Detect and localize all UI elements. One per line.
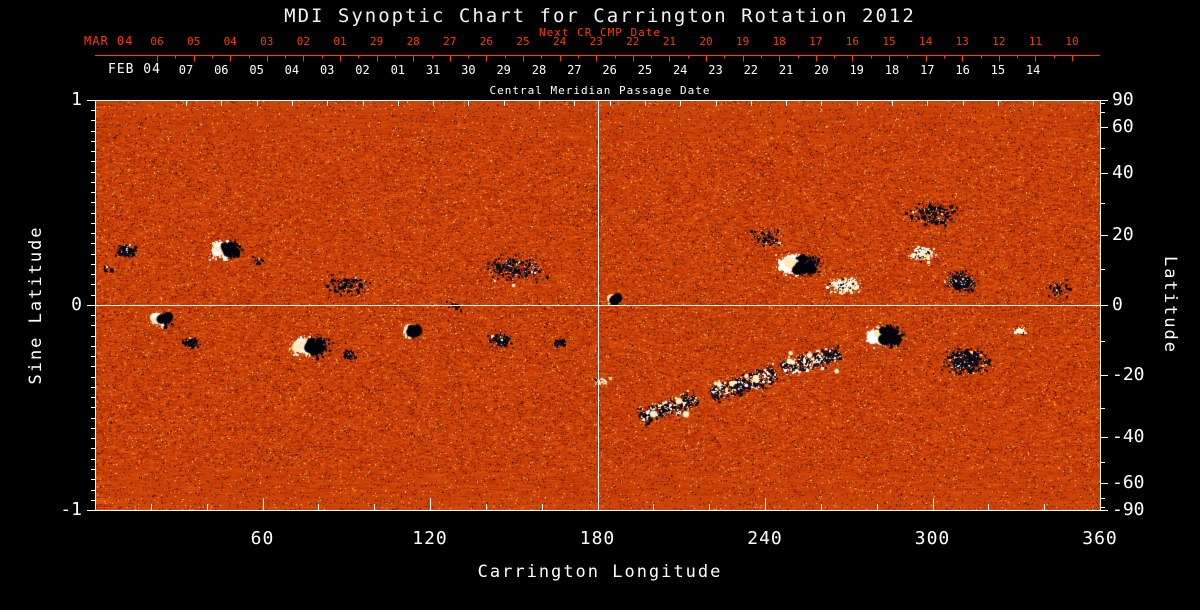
red-day-label: 13 [955, 35, 969, 48]
white-day-label: 18 [884, 63, 900, 77]
x-axis-title: Carrington Longitude [477, 562, 723, 582]
white-axis-month-header: FEB 04 [108, 62, 161, 77]
y-right-axis-title: Latitude [1160, 256, 1180, 354]
red-day-label: 06 [150, 35, 164, 48]
red-day-label: 11 [1028, 35, 1043, 48]
right-tick-label: -20 [1112, 364, 1145, 386]
red-day-label: 28 [406, 35, 420, 48]
y-left-axis-title: Sine Latitude [26, 225, 46, 385]
white-day-label: 06 [214, 63, 229, 77]
white-day-label: 31 [425, 63, 441, 77]
red-day-label: 14 [918, 35, 933, 48]
white-day-label: 19 [849, 63, 864, 77]
red-day-label: 10 [1065, 35, 1079, 48]
next-cr-cmp-date-label: Next CR CMP Date [539, 26, 661, 39]
white-day-label: 02 [355, 63, 370, 77]
red-day-label: 02 [296, 35, 311, 48]
red-day-label: 05 [186, 35, 201, 48]
white-day-label: 24 [672, 63, 688, 77]
left-tick-label: 0 [71, 294, 82, 315]
red-axis-month-header: MAR 04 [84, 34, 134, 48]
white-day-label: 07 [178, 63, 194, 77]
left-tick-label: 1 [71, 89, 82, 110]
right-tick-label: 40 [1112, 162, 1134, 184]
white-day-label: 25 [637, 63, 653, 77]
red-day-label: 12 [992, 35, 1006, 48]
red-day-label: 26 [479, 35, 494, 48]
red-day-label: 22 [626, 35, 640, 48]
x-tick-label: 120 [412, 528, 448, 549]
red-day-label: 15 [882, 35, 896, 48]
red-day-label: 04 [223, 35, 237, 48]
red-day-label: 24 [552, 35, 567, 48]
white-day-label: 17 [920, 63, 935, 77]
white-day-label: 01 [390, 63, 406, 77]
white-day-label: 20 [814, 63, 829, 77]
red-day-label: 27 [443, 35, 457, 48]
white-day-label: 21 [778, 63, 794, 77]
x-tick-label: 180 [579, 528, 616, 549]
white-day-label: 16 [955, 63, 970, 77]
right-tick-label: 20 [1112, 223, 1134, 245]
right-tick-label: 60 [1112, 116, 1134, 138]
white-day-label: 03 [319, 63, 335, 77]
right-tick-label: 90 [1112, 89, 1134, 110]
white-day-label: 26 [602, 63, 617, 77]
red-day-label: 19 [735, 35, 750, 48]
white-day-label: 27 [567, 63, 582, 77]
x-tick-label: 240 [747, 528, 783, 549]
right-tick-label: -60 [1112, 471, 1145, 493]
right-tick-label: -40 [1112, 425, 1145, 447]
red-day-label: 03 [260, 35, 274, 48]
red-day-label: 23 [589, 35, 603, 48]
white-day-label: 22 [743, 63, 759, 77]
white-day-label: 14 [1025, 63, 1041, 77]
x-tick-label: 60 [250, 528, 275, 549]
white-day-label: 15 [990, 63, 1006, 77]
white-day-label: 29 [496, 63, 511, 77]
chart-title: MDI Synoptic Chart for Carrington Rotati… [284, 5, 916, 27]
x-tick-label: 300 [914, 528, 951, 549]
red-day-label: 16 [845, 35, 860, 48]
red-day-label: 17 [809, 35, 823, 48]
white-day-label: 05 [249, 63, 264, 77]
white-day-label: 23 [708, 63, 723, 77]
x-tick-label: 360 [1082, 528, 1118, 549]
white-day-label: 30 [461, 63, 476, 77]
white-day-label: 28 [531, 63, 547, 77]
right-tick-label: 0 [1112, 294, 1123, 315]
cmp-axis-title: Central Meridian Passage Date [489, 84, 711, 97]
red-day-label: 20 [699, 35, 713, 48]
red-day-label: 25 [516, 35, 530, 48]
left-tick-label: -1 [60, 499, 82, 520]
right-tick-label: -90 [1112, 499, 1145, 520]
red-day-label: 21 [662, 35, 677, 48]
red-day-label: 18 [772, 35, 786, 48]
red-day-label: 01 [333, 35, 347, 48]
white-day-label: 04 [284, 63, 300, 77]
red-day-label: 29 [369, 35, 384, 48]
